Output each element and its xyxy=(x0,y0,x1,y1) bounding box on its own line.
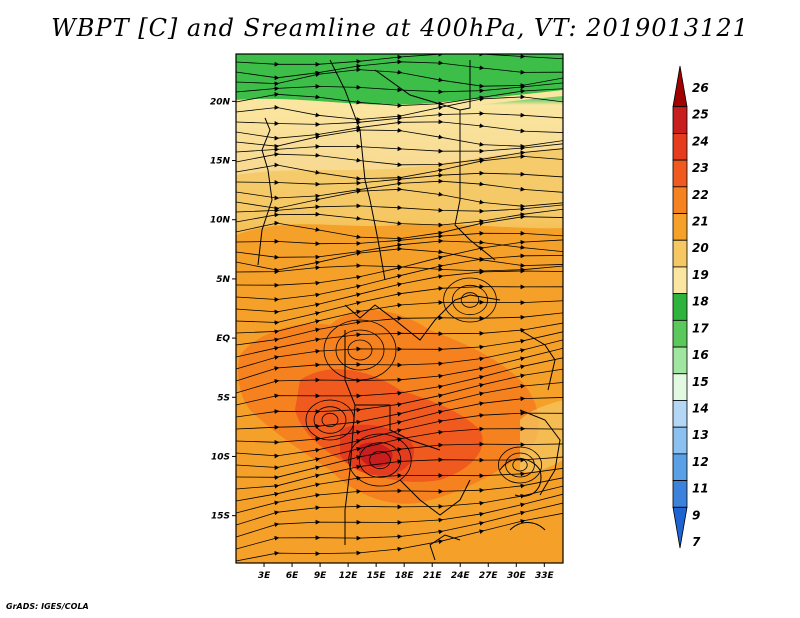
colorbar-label: 13 xyxy=(692,428,709,442)
credit-text: GrADS: IGES/COLA xyxy=(6,602,89,611)
streamline-vortex xyxy=(451,284,488,316)
colorbar-label: 23 xyxy=(692,161,709,175)
lon-tick-label: 15E xyxy=(367,571,387,581)
streamline-vortex xyxy=(348,433,412,487)
streamline-vortex xyxy=(497,446,542,484)
colorbar-label: 12 xyxy=(692,455,709,469)
wbpt-shading xyxy=(236,54,563,563)
latitude-axis: 20N 15N 10N 5N EQ 5S 10S 15S xyxy=(210,97,236,522)
lon-tick-label: 9E xyxy=(314,571,327,581)
colorbar-label: 9 xyxy=(692,508,700,522)
streamline-vortex xyxy=(505,452,535,478)
colorbar-label: 17 xyxy=(692,321,709,335)
streamline xyxy=(236,203,563,214)
lon-tick-label: 21E xyxy=(423,571,443,581)
country-borders xyxy=(257,59,561,561)
lat-tick-label: 10N xyxy=(210,216,231,226)
colorbar-swatch xyxy=(672,65,688,108)
lon-tick-label: 24E xyxy=(451,571,471,581)
colorbar-label: 18 xyxy=(692,295,709,309)
colorbar-swatch xyxy=(672,373,688,401)
colorbar-label: 15 xyxy=(692,375,709,389)
colorbar-swatch xyxy=(672,346,688,375)
map-panel: 3E 6E 9E 12E 15E 18E 21E 24E 27E 30E 33E 20N 15N 10N… xyxy=(210,53,564,581)
lon-tick-label: 30E xyxy=(507,571,527,581)
colorbar-swatch xyxy=(672,506,688,549)
colorbar-label: 22 xyxy=(692,188,709,202)
colorbar-label: 24 xyxy=(692,134,709,148)
streamline-vortex xyxy=(443,277,497,323)
colorbar-label: 14 xyxy=(692,401,709,415)
colorbar-swatch xyxy=(672,239,688,268)
lat-tick-label: 5S xyxy=(217,393,230,403)
colorbar-swatch xyxy=(672,186,688,214)
colorbar-label: 26 xyxy=(692,81,709,95)
lat-tick-label: 10S xyxy=(211,452,230,462)
colorbar-label: 11 xyxy=(692,482,709,496)
colorbar: 26 25 24 23 22 21 20 19 18 17 16 15 14 13 12 11 9 7 xyxy=(672,65,709,549)
colorbar-swatch xyxy=(672,426,688,455)
streamline-vortex xyxy=(347,339,373,361)
colorbar-swatch xyxy=(672,453,688,481)
streamline-vortex xyxy=(313,406,347,434)
streamlines xyxy=(236,54,563,562)
streamline-vortex xyxy=(335,329,385,371)
colorbar-label: 20 xyxy=(692,241,709,255)
colorbar-label: 16 xyxy=(692,348,709,362)
lon-tick-label: 27E xyxy=(479,571,499,581)
streamline-vortex xyxy=(321,412,339,428)
lat-tick-label: 20N xyxy=(210,97,231,107)
colorbar-swatch xyxy=(672,480,688,508)
colorbar-swatch xyxy=(672,266,688,295)
lon-tick-label: 12E xyxy=(339,571,359,581)
longitude-axis: 3E 6E 9E 12E 15E 18E 21E 24E 27E 30E 33E xyxy=(258,563,555,581)
lat-tick-label: EQ xyxy=(216,334,230,344)
colorbar-swatch xyxy=(672,133,688,161)
lat-tick-label: 5N xyxy=(216,275,230,285)
colorbar-swatch xyxy=(672,106,688,134)
colorbar-label: 7 xyxy=(692,535,701,549)
map-frame xyxy=(235,53,564,564)
colorbar-label: 19 xyxy=(692,268,709,282)
lon-tick-label: 33E xyxy=(535,571,555,581)
streamline xyxy=(236,143,563,154)
colorbar-label: 21 xyxy=(692,215,709,229)
streamline-vortex xyxy=(358,442,402,478)
streamline-vortex xyxy=(369,450,391,470)
colorbar-swatch xyxy=(672,213,688,241)
colorbar-swatch xyxy=(672,293,688,321)
lat-tick-label: 15S xyxy=(211,512,230,522)
streamline xyxy=(236,512,563,562)
colorbar-swatch xyxy=(672,319,688,348)
streamline-vortex xyxy=(323,319,397,381)
colorbar-label: 25 xyxy=(692,108,709,122)
lon-tick-label: 3E xyxy=(258,571,271,581)
colorbar-swatch xyxy=(672,159,688,188)
streamline-vortex xyxy=(460,292,480,308)
lon-tick-label: 6E xyxy=(286,571,299,581)
lat-tick-label: 15N xyxy=(210,157,231,167)
chart-title: WBPT [C] and Sreamline at 400hPa, VT: 20… xyxy=(51,14,749,42)
lon-tick-label: 18E xyxy=(395,571,415,581)
colorbar-swatch xyxy=(672,400,688,428)
